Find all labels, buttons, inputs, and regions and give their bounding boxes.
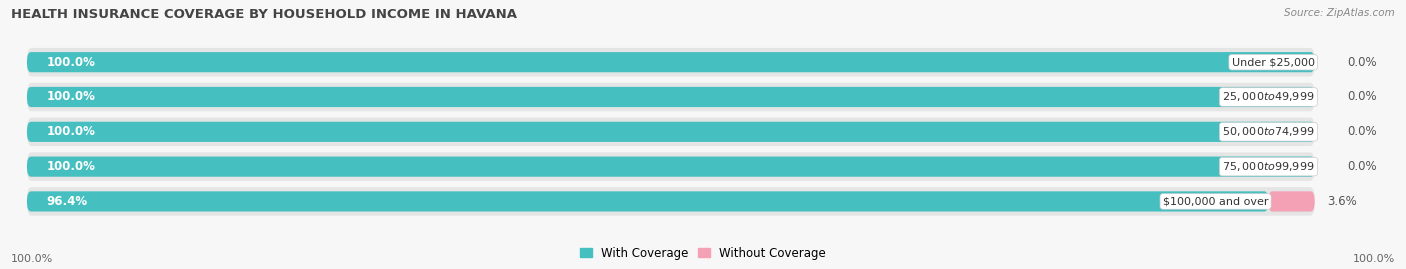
FancyBboxPatch shape xyxy=(27,83,1315,111)
Text: Source: ZipAtlas.com: Source: ZipAtlas.com xyxy=(1284,8,1395,18)
FancyBboxPatch shape xyxy=(27,122,1315,142)
Text: $100,000 and over: $100,000 and over xyxy=(1163,196,1268,206)
Text: HEALTH INSURANCE COVERAGE BY HOUSEHOLD INCOME IN HAVANA: HEALTH INSURANCE COVERAGE BY HOUSEHOLD I… xyxy=(11,8,517,21)
Text: $75,000 to $99,999: $75,000 to $99,999 xyxy=(1222,160,1315,173)
Legend: With Coverage, Without Coverage: With Coverage, Without Coverage xyxy=(575,242,831,264)
Text: 100.0%: 100.0% xyxy=(46,90,96,104)
Text: 3.6%: 3.6% xyxy=(1327,195,1357,208)
FancyBboxPatch shape xyxy=(27,157,1315,177)
Text: 0.0%: 0.0% xyxy=(1347,125,1376,138)
Text: $50,000 to $74,999: $50,000 to $74,999 xyxy=(1222,125,1315,138)
Text: 100.0%: 100.0% xyxy=(1353,254,1395,264)
FancyBboxPatch shape xyxy=(27,87,1315,107)
FancyBboxPatch shape xyxy=(27,118,1315,146)
Text: 100.0%: 100.0% xyxy=(46,160,96,173)
FancyBboxPatch shape xyxy=(1268,191,1315,211)
Text: 100.0%: 100.0% xyxy=(11,254,53,264)
Text: $25,000 to $49,999: $25,000 to $49,999 xyxy=(1222,90,1315,104)
FancyBboxPatch shape xyxy=(27,52,1315,72)
Text: 0.0%: 0.0% xyxy=(1347,90,1376,104)
Text: 0.0%: 0.0% xyxy=(1347,160,1376,173)
Text: 96.4%: 96.4% xyxy=(46,195,87,208)
FancyBboxPatch shape xyxy=(27,191,1268,211)
FancyBboxPatch shape xyxy=(27,152,1315,181)
Text: 100.0%: 100.0% xyxy=(46,125,96,138)
Text: 100.0%: 100.0% xyxy=(46,56,96,69)
Text: 0.0%: 0.0% xyxy=(1347,56,1376,69)
FancyBboxPatch shape xyxy=(27,48,1315,76)
FancyBboxPatch shape xyxy=(27,187,1315,216)
Text: Under $25,000: Under $25,000 xyxy=(1232,57,1315,67)
